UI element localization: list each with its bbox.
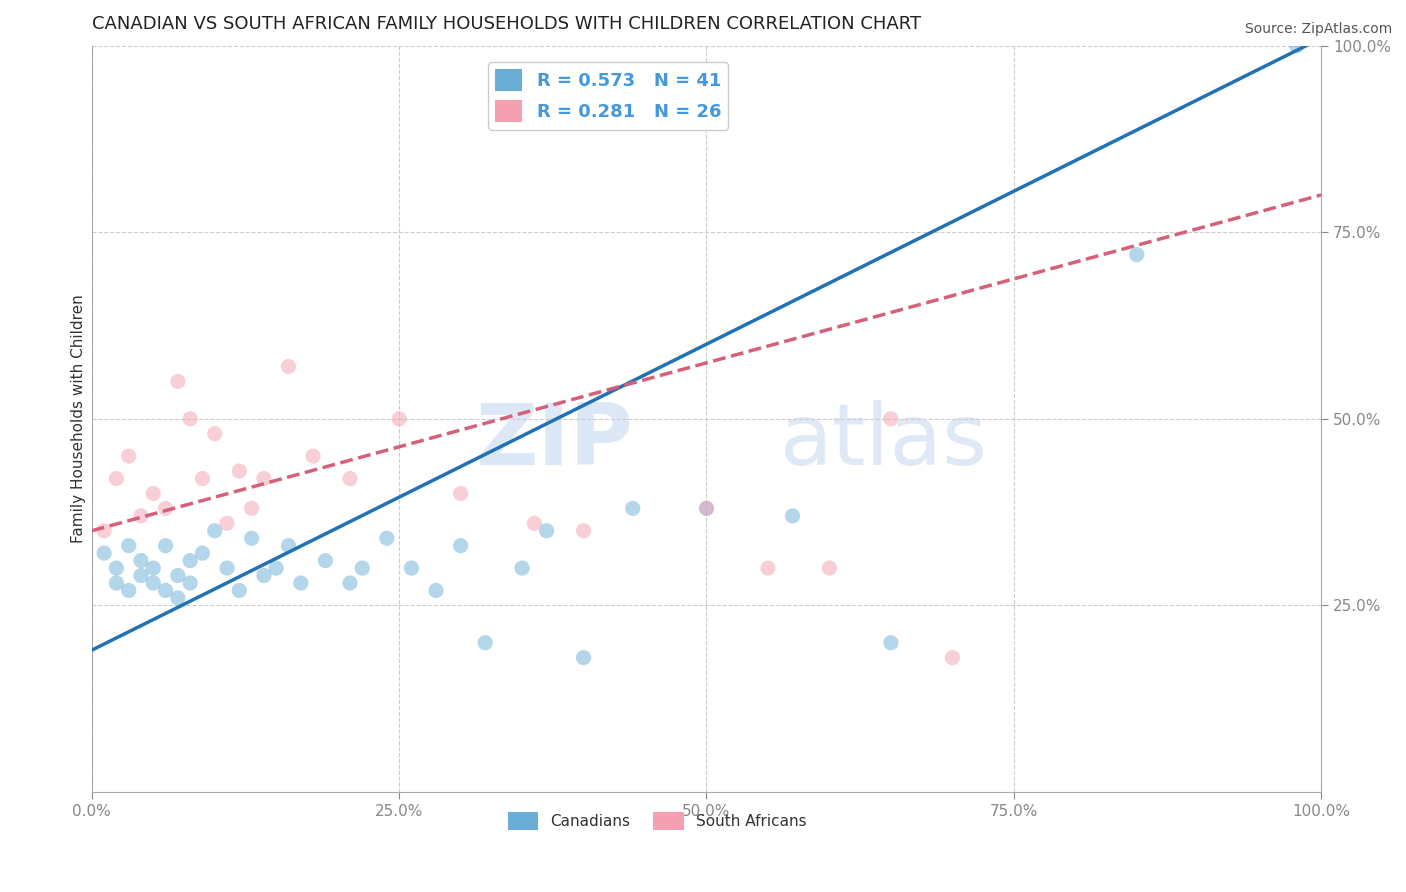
Point <box>510 561 533 575</box>
Point <box>302 449 325 463</box>
Y-axis label: Family Households with Children: Family Households with Children <box>72 294 86 543</box>
Point <box>215 561 238 575</box>
Point <box>93 524 115 538</box>
Point <box>240 531 263 545</box>
Point <box>166 568 188 582</box>
Point <box>314 553 336 567</box>
Point <box>339 576 361 591</box>
Point <box>228 583 250 598</box>
Point <box>523 516 546 531</box>
Point <box>474 636 496 650</box>
Point <box>880 412 903 426</box>
Point <box>166 375 188 389</box>
Point <box>450 539 472 553</box>
Point <box>105 576 128 591</box>
Point <box>756 561 779 575</box>
Legend: Canadians, South Africans: Canadians, South Africans <box>502 805 813 837</box>
Point <box>166 591 188 605</box>
Point <box>179 412 201 426</box>
Point <box>425 583 447 598</box>
Point <box>129 553 152 567</box>
Point <box>118 583 141 598</box>
Point <box>1285 38 1308 53</box>
Point <box>129 508 152 523</box>
Point <box>536 524 558 538</box>
Point <box>240 501 263 516</box>
Point <box>155 583 177 598</box>
Point <box>339 471 361 485</box>
Point <box>155 501 177 516</box>
Point <box>388 412 411 426</box>
Point <box>191 471 214 485</box>
Point <box>352 561 374 575</box>
Text: CANADIAN VS SOUTH AFRICAN FAMILY HOUSEHOLDS WITH CHILDREN CORRELATION CHART: CANADIAN VS SOUTH AFRICAN FAMILY HOUSEHO… <box>91 15 921 33</box>
Point <box>118 539 141 553</box>
Point <box>179 553 201 567</box>
Point <box>105 471 128 485</box>
Point <box>264 561 287 575</box>
Point <box>228 464 250 478</box>
Point <box>118 449 141 463</box>
Point <box>375 531 398 545</box>
Point <box>142 486 165 500</box>
Point <box>941 650 963 665</box>
Text: ZIP: ZIP <box>475 400 633 483</box>
Point <box>204 524 226 538</box>
Point <box>695 501 717 516</box>
Point <box>572 524 595 538</box>
Point <box>155 539 177 553</box>
Point <box>253 568 276 582</box>
Point <box>105 561 128 575</box>
Point <box>572 650 595 665</box>
Point <box>179 576 201 591</box>
Text: Source: ZipAtlas.com: Source: ZipAtlas.com <box>1244 22 1392 37</box>
Point <box>142 561 165 575</box>
Point <box>277 359 299 374</box>
Point <box>142 576 165 591</box>
Point <box>204 426 226 441</box>
Point <box>253 471 276 485</box>
Point <box>695 501 717 516</box>
Point <box>93 546 115 560</box>
Point <box>290 576 312 591</box>
Point <box>401 561 423 575</box>
Point <box>782 508 804 523</box>
Point <box>215 516 238 531</box>
Point <box>1126 247 1149 261</box>
Point <box>450 486 472 500</box>
Point <box>621 501 644 516</box>
Point <box>818 561 841 575</box>
Point <box>129 568 152 582</box>
Point <box>880 636 903 650</box>
Point <box>191 546 214 560</box>
Text: atlas: atlas <box>780 400 988 483</box>
Point <box>277 539 299 553</box>
